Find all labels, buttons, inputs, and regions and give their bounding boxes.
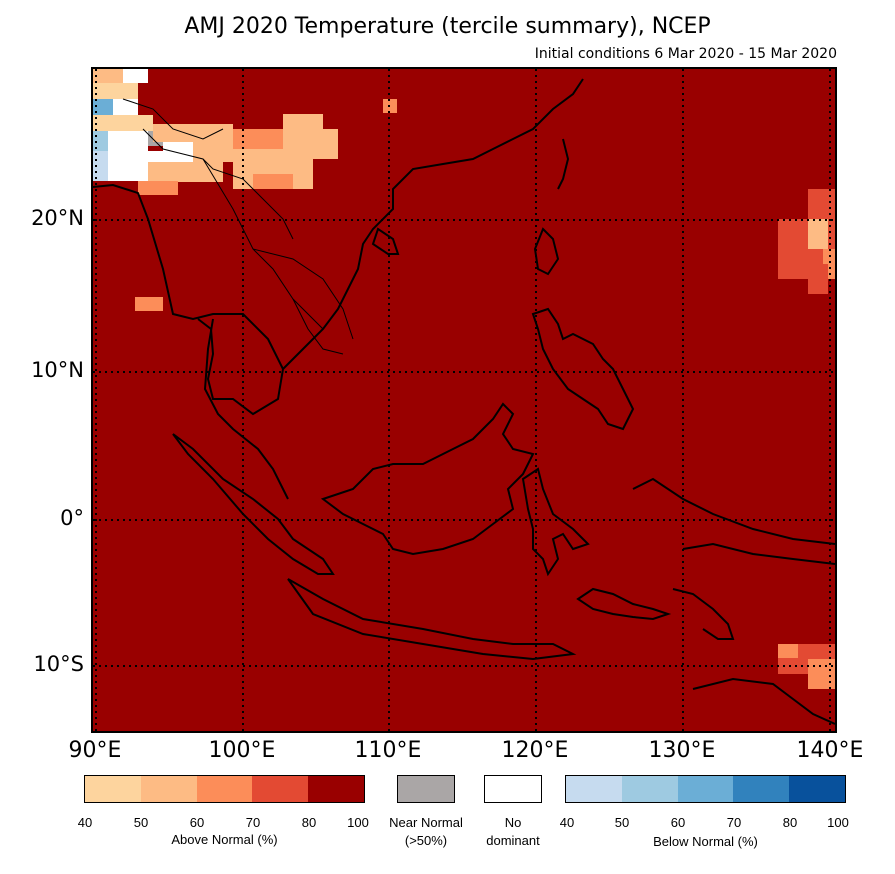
no-dominant-caption-2: dominant xyxy=(486,833,540,848)
below-tick: 40 xyxy=(559,815,575,830)
lon-label-110e: 110°E xyxy=(354,738,422,763)
above-tick: 80 xyxy=(301,815,317,830)
above-tick: 100 xyxy=(347,815,369,830)
forecast-map xyxy=(91,67,837,733)
lon-label-90e: 90°E xyxy=(68,738,122,763)
lat-label-10n: 10°N xyxy=(31,358,84,382)
lat-label-20n: 20°N xyxy=(31,206,84,230)
below-tick: 100 xyxy=(827,815,849,830)
below-seg-80-100 xyxy=(789,776,845,802)
near-normal-caption-2: (>50%) xyxy=(404,833,448,848)
above-normal-colorbar xyxy=(84,775,365,803)
below-normal-caption: Below Normal (%) xyxy=(653,834,758,849)
below-seg-60-70 xyxy=(677,776,734,802)
initial-conditions-subtitle: Initial conditions 6 Mar 2020 - 15 Mar 2… xyxy=(534,46,837,62)
below-tick: 50 xyxy=(614,815,630,830)
country-borders xyxy=(122,98,354,355)
below-seg-40-50 xyxy=(566,776,622,802)
above-seg-50-60 xyxy=(140,776,197,802)
map-title: AMJ 2020 Temperature (tercile summary), … xyxy=(184,14,711,39)
below-tick: 60 xyxy=(670,815,686,830)
above-seg-80-100 xyxy=(308,776,364,802)
above-tick: 40 xyxy=(77,815,93,830)
near-normal-caption-1: Near Normal xyxy=(389,815,463,830)
map-canvas xyxy=(93,69,835,731)
lon-label-120e: 120°E xyxy=(501,738,569,763)
above-tick: 50 xyxy=(133,815,149,830)
no-dominant-caption-1: No xyxy=(504,815,522,830)
above-seg-70-80 xyxy=(252,776,309,802)
above-normal-caption: Above Normal (%) xyxy=(171,832,278,847)
above-seg-60-70 xyxy=(196,776,253,802)
below-tick: 70 xyxy=(726,815,742,830)
above-tick: 60 xyxy=(189,815,205,830)
above-seg-40-50 xyxy=(85,776,141,802)
below-normal-colorbar xyxy=(565,775,846,803)
lon-label-140e: 140°E xyxy=(796,738,864,763)
lon-label-100e: 100°E xyxy=(208,738,276,763)
below-seg-50-60 xyxy=(621,776,678,802)
above-tick: 70 xyxy=(245,815,261,830)
lat-label-0: 0° xyxy=(60,506,84,530)
lat-label-10s: 10°S xyxy=(33,652,84,676)
graticule xyxy=(93,69,835,731)
below-tick: 80 xyxy=(782,815,798,830)
near-normal-swatch xyxy=(397,775,455,803)
lon-label-130e: 130°E xyxy=(648,738,716,763)
no-dominant-swatch xyxy=(484,775,542,803)
below-seg-70-80 xyxy=(733,776,790,802)
